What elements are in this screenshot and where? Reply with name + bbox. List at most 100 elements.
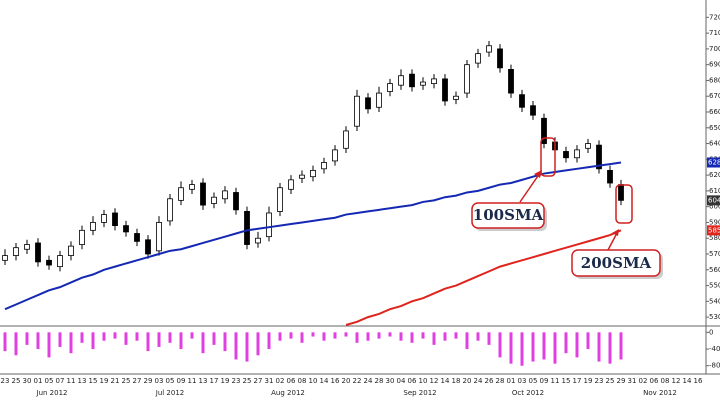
histogram-bar — [388, 332, 392, 337]
histogram-bar — [3, 332, 7, 352]
value-badge-label: 585 — [708, 226, 720, 234]
x-tick-label: 11 — [67, 377, 76, 385]
candle-body — [541, 117, 547, 144]
x-tick-label: 11 — [188, 377, 197, 385]
annotations: 100SMA 200SMA — [471, 137, 663, 279]
histogram-bar — [278, 332, 282, 341]
x-tick-label: 30 — [386, 377, 395, 385]
y-tick-label: -40 — [709, 345, 720, 353]
candle-body — [101, 214, 107, 223]
x-tick-label: 03 — [518, 377, 527, 385]
candle-body — [112, 212, 118, 227]
histogram-bar — [531, 332, 535, 362]
histogram-bar — [476, 332, 480, 341]
histogram-bar — [377, 332, 381, 339]
y-tick-label: 0 — [709, 328, 713, 336]
x-tick-label: 29 — [144, 377, 153, 385]
histogram-bar — [190, 332, 194, 339]
x-tick-label: 16 — [694, 377, 703, 385]
y-tick-label: 600 — [709, 203, 720, 211]
histogram-bar — [91, 332, 95, 350]
x-tick-label: 01 — [34, 377, 43, 385]
y-tick-label: 620 — [709, 171, 720, 179]
candle-body — [24, 244, 30, 250]
candle-body — [563, 151, 569, 159]
x-tick-label: 15 — [89, 377, 98, 385]
histogram-bar — [355, 332, 359, 343]
histogram-bar — [168, 332, 172, 343]
x-tick-label: 11 — [551, 377, 560, 385]
candle-body — [79, 229, 85, 245]
histogram-bar — [432, 332, 436, 345]
x-tick-label: 07 — [56, 377, 65, 385]
x-tick-label: 27 — [254, 377, 263, 385]
x-tick-label: 18 — [452, 377, 461, 385]
month-label: Nov 2012 — [643, 389, 677, 397]
annotation: 100SMA — [473, 206, 544, 224]
candle-body — [46, 259, 52, 266]
candle-body — [497, 48, 503, 69]
candle-body — [519, 94, 525, 108]
month-label: Oct 2012 — [512, 389, 544, 397]
candle-body — [442, 78, 448, 102]
histogram-bar — [564, 332, 568, 354]
histogram-bar — [212, 332, 216, 345]
y-tick-label: 680 — [709, 76, 720, 84]
histogram-bar — [267, 332, 271, 350]
x-tick-label: 31 — [628, 377, 637, 385]
x-tick-label: 25 — [243, 377, 252, 385]
month-label: Aug 2012 — [271, 389, 305, 397]
histogram-bar — [619, 332, 623, 360]
x-tick-label: 17 — [573, 377, 582, 385]
y-tick-label: 530 — [709, 313, 720, 321]
histogram-bar — [157, 332, 161, 347]
annotation-box — [471, 202, 545, 229]
x-tick-label: 25 — [12, 377, 21, 385]
x-tick-label: 02 — [276, 377, 285, 385]
candle-body — [354, 95, 360, 127]
y-tick-label: 690 — [709, 61, 720, 69]
x-tick-label: 06 — [287, 377, 296, 385]
x-tick-label: 29 — [617, 377, 626, 385]
candle-body — [420, 81, 426, 86]
x-tick-label: 23 — [1, 377, 10, 385]
y-tick-label: 720 — [709, 13, 720, 21]
candle-body — [321, 162, 327, 170]
value-badge — [707, 195, 720, 206]
candle-body — [607, 169, 613, 184]
candle-body — [244, 211, 250, 245]
candle-body — [200, 182, 206, 206]
histogram-bar — [135, 332, 139, 341]
histogram-bar — [333, 332, 337, 339]
x-tick-label: 12 — [430, 377, 439, 385]
y-tick-label: 610 — [709, 187, 720, 195]
x-tick-label: 20 — [463, 377, 472, 385]
x-tick-label: 04 — [397, 377, 406, 385]
candle-body — [387, 83, 393, 92]
histogram-bar — [421, 332, 425, 339]
histogram-bar — [366, 332, 370, 341]
x-tick-label: 05 — [45, 377, 54, 385]
candle-body — [343, 130, 349, 149]
histogram-bar — [113, 332, 117, 339]
histogram-bar — [597, 332, 601, 362]
x-tick-label: 14 — [683, 377, 692, 385]
histogram-bar — [311, 332, 315, 337]
x-tick-label: 14 — [320, 377, 329, 385]
candle-body — [618, 184, 624, 201]
y-tick-label: 710 — [709, 29, 720, 37]
candle-body — [288, 179, 294, 190]
histogram-bar — [498, 332, 502, 358]
x-tick-label: 09 — [177, 377, 186, 385]
candle-body — [57, 255, 63, 268]
candle-body — [167, 198, 173, 222]
month-label: Jun 2012 — [36, 389, 68, 397]
candle-body — [68, 245, 74, 256]
y-tick-label: 540 — [709, 297, 720, 305]
candle-body — [332, 149, 338, 162]
y-tick-label: 580 — [709, 234, 720, 242]
histogram-bar — [509, 332, 513, 364]
y-tick-label: 650 — [709, 124, 720, 132]
